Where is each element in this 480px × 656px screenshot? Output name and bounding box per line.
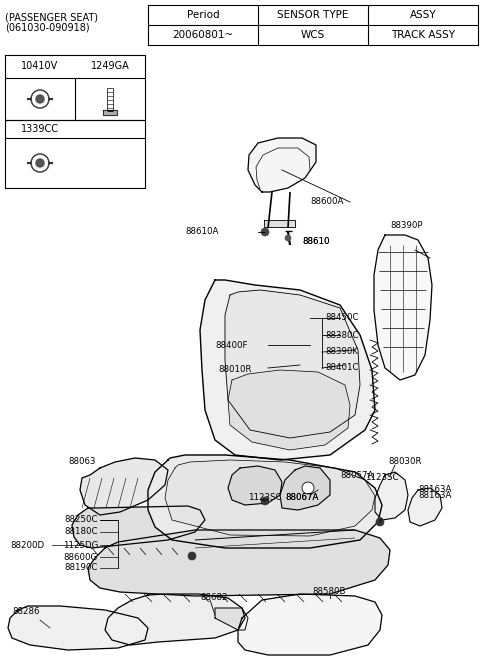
Polygon shape	[215, 608, 248, 630]
Text: 1123SC: 1123SC	[365, 472, 398, 482]
Text: WCS: WCS	[301, 30, 325, 40]
Polygon shape	[105, 594, 245, 645]
Text: 1123SC: 1123SC	[248, 493, 281, 502]
Polygon shape	[280, 466, 330, 510]
Text: 88190C: 88190C	[65, 564, 98, 573]
Text: 88450C: 88450C	[325, 314, 359, 323]
Text: TRACK ASSY: TRACK ASSY	[391, 30, 455, 40]
Text: 88067A: 88067A	[285, 493, 318, 502]
Text: 88286: 88286	[12, 607, 39, 617]
Polygon shape	[264, 220, 295, 227]
Text: 88163A: 88163A	[418, 491, 451, 499]
Polygon shape	[228, 370, 350, 450]
Polygon shape	[374, 235, 432, 380]
Text: 88057A: 88057A	[340, 470, 373, 480]
Circle shape	[36, 95, 44, 103]
Text: 88600G: 88600G	[64, 552, 98, 562]
Text: 88610: 88610	[302, 237, 329, 247]
Text: 88610A: 88610A	[185, 228, 218, 237]
Text: (PASSENGER SEAT): (PASSENGER SEAT)	[5, 12, 98, 22]
Polygon shape	[165, 460, 375, 536]
Text: 88163A: 88163A	[418, 485, 451, 495]
Polygon shape	[88, 530, 390, 596]
Polygon shape	[228, 466, 282, 505]
Circle shape	[261, 497, 269, 505]
Text: 88401C: 88401C	[325, 363, 359, 373]
Circle shape	[36, 159, 44, 167]
Text: 88390P: 88390P	[390, 220, 422, 230]
Text: 20060801~: 20060801~	[172, 30, 234, 40]
Text: 88600A: 88600A	[310, 197, 343, 207]
Text: 88010R: 88010R	[218, 365, 252, 375]
Text: 88682: 88682	[200, 594, 228, 602]
Text: 88180C: 88180C	[64, 527, 98, 537]
Polygon shape	[80, 458, 168, 515]
Text: 10410V: 10410V	[22, 61, 59, 71]
Text: 88400F: 88400F	[215, 340, 248, 350]
Circle shape	[188, 552, 196, 560]
Circle shape	[376, 518, 384, 526]
Text: 88200D: 88200D	[10, 541, 44, 550]
Text: SENSOR TYPE: SENSOR TYPE	[277, 10, 348, 20]
Text: 88580B: 88580B	[312, 588, 346, 596]
Text: 1339CC: 1339CC	[21, 124, 59, 134]
Polygon shape	[200, 280, 375, 460]
Polygon shape	[238, 594, 382, 655]
Text: 88380C: 88380C	[325, 331, 359, 340]
Text: 1249GA: 1249GA	[91, 61, 130, 71]
Polygon shape	[148, 455, 382, 548]
Circle shape	[302, 482, 314, 494]
Polygon shape	[225, 290, 360, 438]
Text: 88030R: 88030R	[388, 457, 421, 466]
Polygon shape	[8, 606, 148, 650]
Polygon shape	[375, 472, 408, 520]
Polygon shape	[103, 110, 117, 115]
Text: (061030-090918): (061030-090918)	[5, 22, 90, 32]
Text: ASSY: ASSY	[410, 10, 436, 20]
Circle shape	[261, 228, 269, 236]
Text: 88067A: 88067A	[285, 493, 318, 502]
Polygon shape	[72, 506, 205, 548]
Text: 88610: 88610	[302, 237, 329, 247]
Polygon shape	[248, 138, 316, 192]
Text: Period: Period	[187, 10, 219, 20]
Polygon shape	[408, 488, 442, 526]
Circle shape	[285, 235, 291, 241]
Text: 88063: 88063	[68, 457, 96, 466]
Text: 88250C: 88250C	[64, 516, 98, 525]
Text: 1125DG: 1125DG	[62, 541, 98, 550]
Text: 88390K: 88390K	[325, 348, 358, 356]
